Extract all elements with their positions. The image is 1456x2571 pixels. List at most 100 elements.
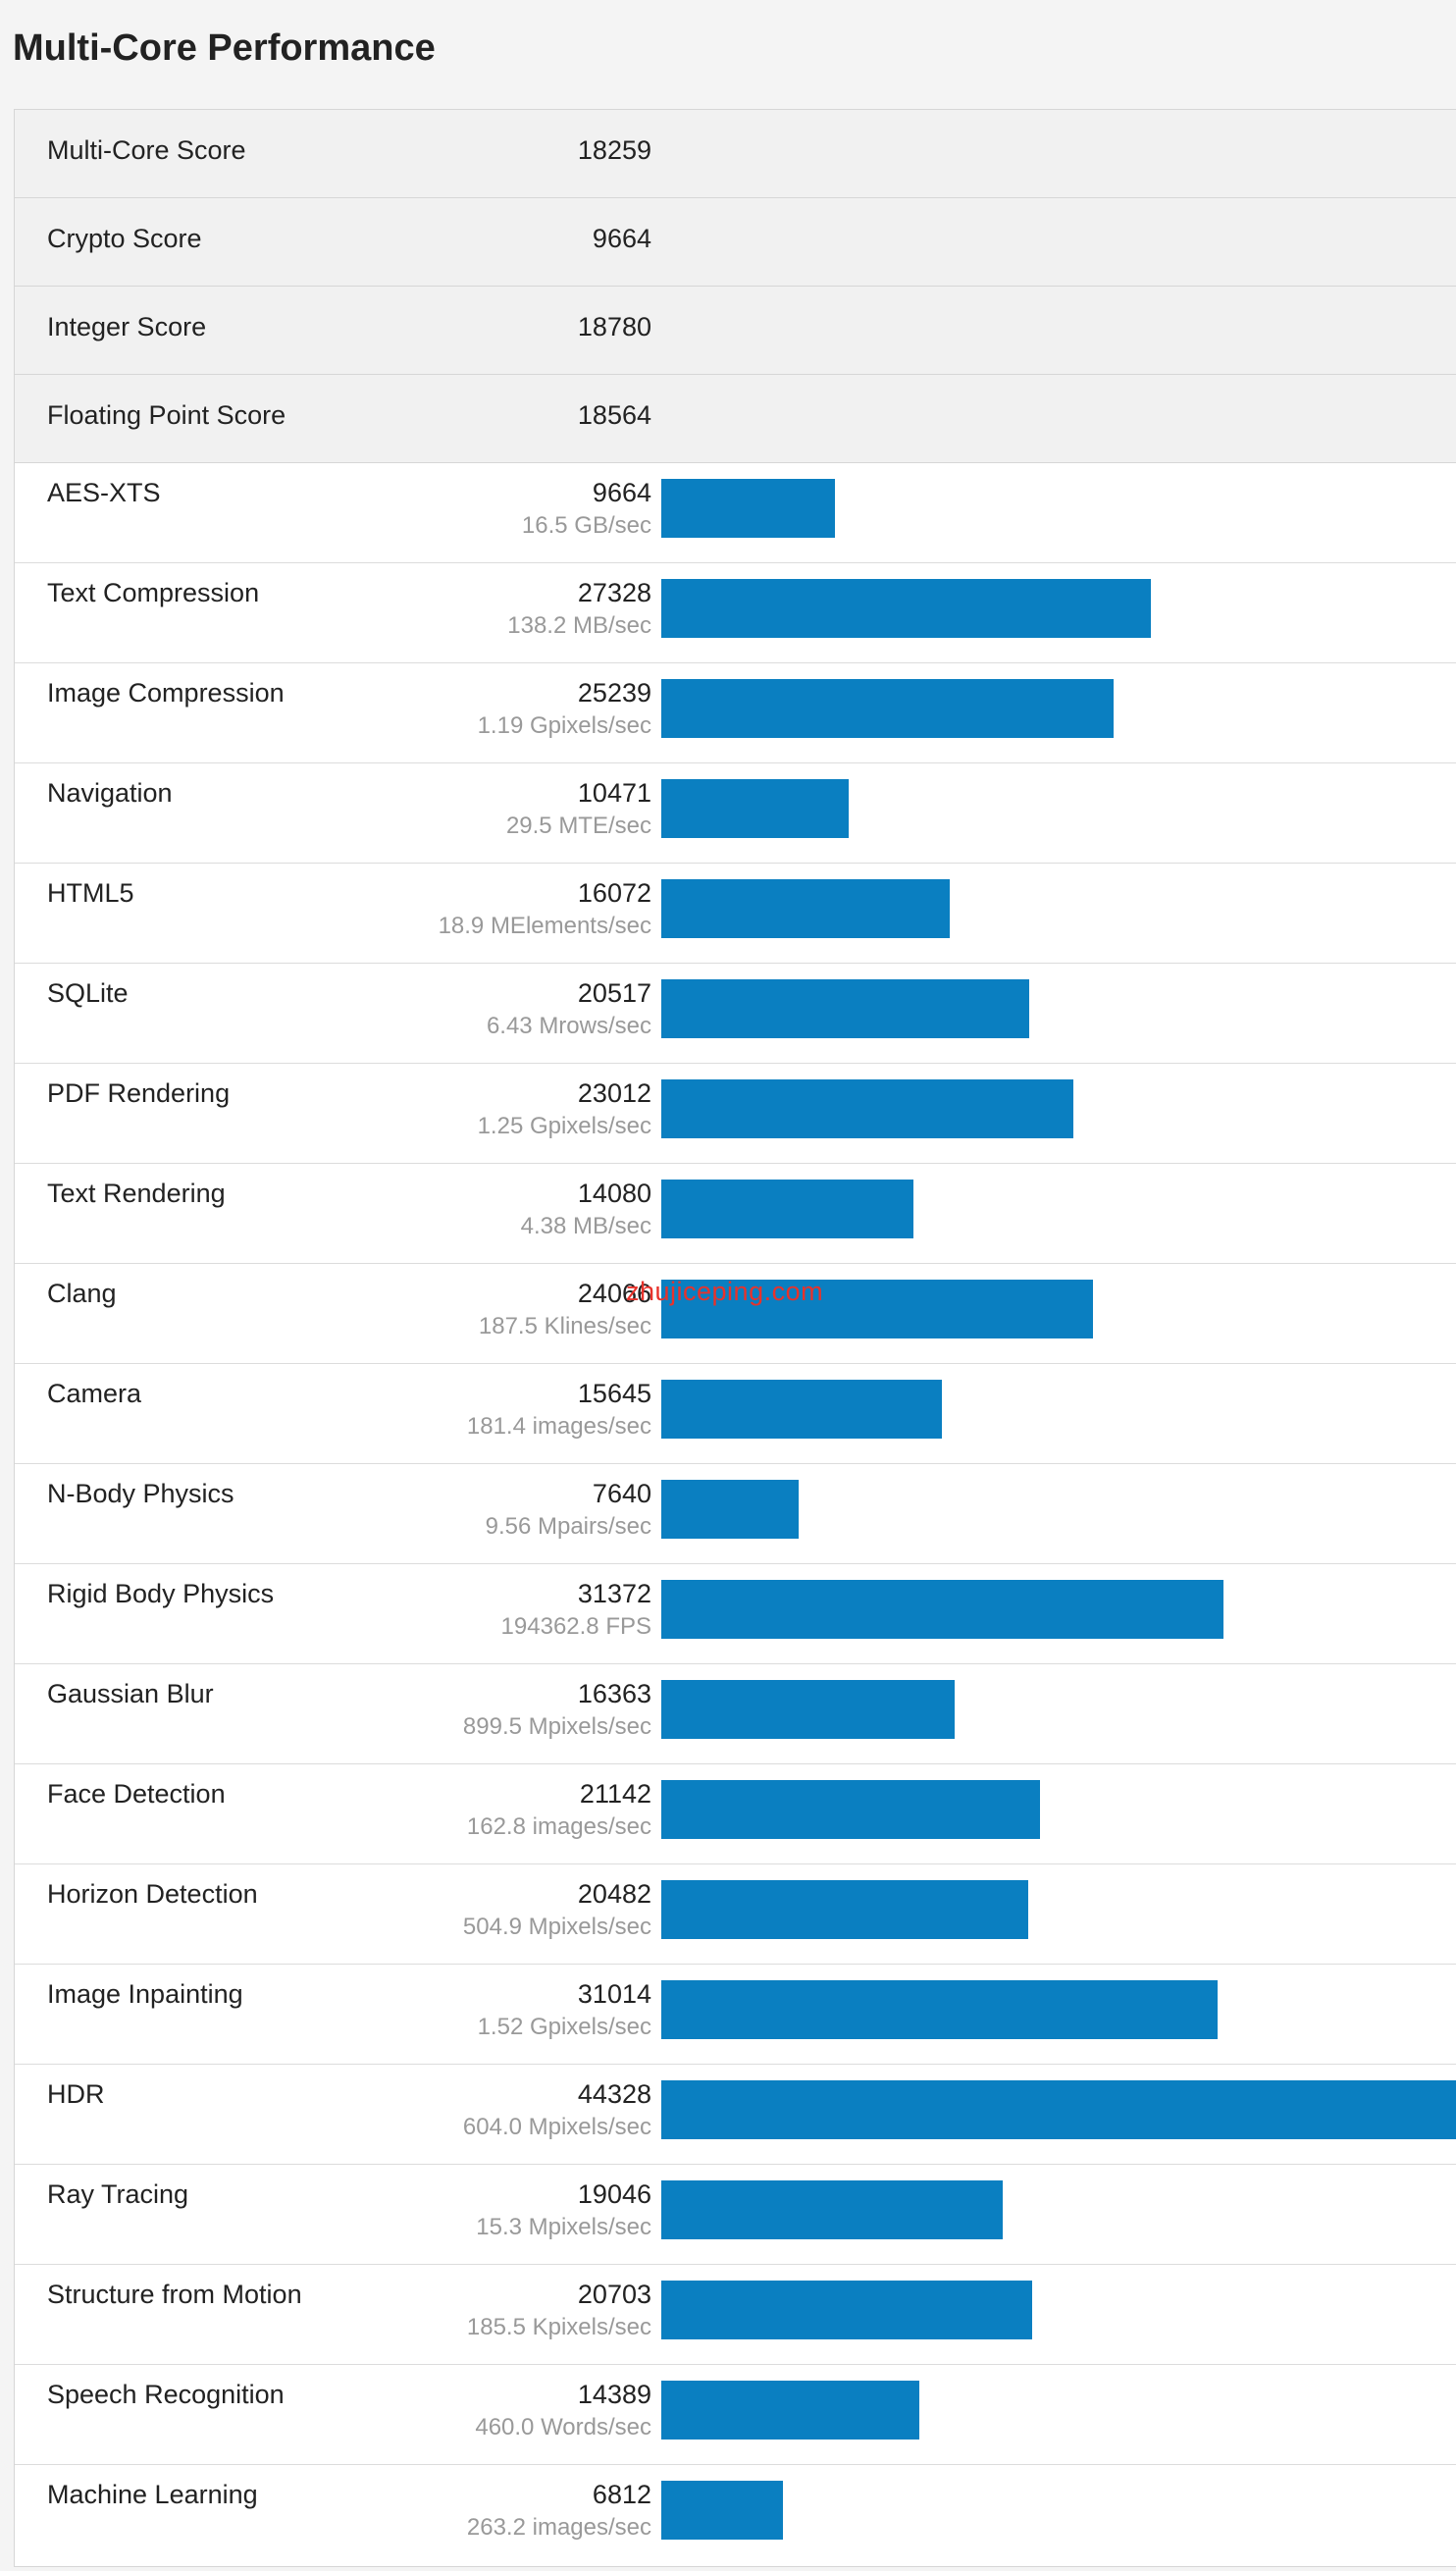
benchmark-name: Machine Learning: [47, 2480, 258, 2509]
benchmark-row: HDR 44328 604.0 Mpixels/sec: [15, 2065, 1456, 2165]
benchmark-bar-track: [661, 1380, 1456, 1439]
summary-score: 18780: [577, 312, 651, 341]
benchmark-score: 20703: [577, 2280, 651, 2309]
benchmark-name: HDR: [47, 2079, 105, 2109]
benchmark-row: N-Body Physics 7640 9.56 Mpairs/sec: [15, 1464, 1456, 1564]
benchmark-name: Camera: [47, 1379, 142, 1408]
benchmark-row: Text Rendering 14080 4.38 MB/sec: [15, 1164, 1456, 1264]
benchmark-score: 14080: [577, 1179, 651, 1208]
benchmark-name: SQLite: [47, 978, 129, 1008]
benchmark-section: AES-XTS 9664 16.5 GB/sec Text Compressio…: [15, 463, 1456, 2565]
benchmark-rate: 138.2 MB/sec: [507, 612, 651, 639]
benchmark-name: Text Rendering: [47, 1179, 226, 1208]
benchmark-score: 44328: [577, 2079, 651, 2109]
benchmark-row: Clang 24066 187.5 Klines/sec: [15, 1264, 1456, 1364]
benchmark-bar-track: [661, 1480, 1456, 1539]
benchmark-score: 24066: [577, 1279, 651, 1308]
summary-score: 9664: [592, 224, 651, 253]
benchmark-rate: 460.0 Words/sec: [475, 2414, 651, 2440]
benchmark-bar: [661, 1580, 1223, 1639]
benchmark-row: Gaussian Blur 16363 899.5 Mpixels/sec: [15, 1664, 1456, 1764]
benchmark-rate: 29.5 MTE/sec: [505, 813, 651, 839]
benchmark-name: Image Inpainting: [47, 1979, 243, 2009]
benchmark-name: Structure from Motion: [47, 2280, 302, 2309]
benchmark-bar-track: [661, 1079, 1456, 1138]
benchmark-rate: 4.38 MB/sec: [520, 1213, 651, 1239]
benchmark-rate: 162.8 images/sec: [466, 1813, 651, 1840]
benchmark-name: HTML5: [47, 878, 134, 908]
benchmark-bar-track: [661, 1980, 1456, 2039]
benchmark-rate: 1.19 Gpixels/sec: [477, 712, 651, 739]
benchmark-score: 9664: [592, 478, 651, 507]
benchmark-name: Horizon Detection: [47, 1879, 258, 1909]
benchmark-name: Text Compression: [47, 578, 260, 607]
summary-row: Floating Point Score 18564: [15, 375, 1456, 463]
benchmark-bar-track: [661, 979, 1456, 1038]
benchmark-name: Speech Recognition: [47, 2380, 285, 2409]
benchmark-bar-track: [661, 2381, 1456, 2440]
benchmark-rate: 194362.8 FPS: [500, 1613, 651, 1640]
benchmark-rate: 504.9 Mpixels/sec: [462, 1914, 651, 1940]
benchmark-row: Machine Learning 6812 263.2 images/sec: [15, 2465, 1456, 2565]
benchmark-score: 14389: [577, 2380, 651, 2409]
benchmark-name: PDF Rendering: [47, 1078, 231, 1108]
benchmark-bar: [661, 779, 849, 838]
benchmark-row: Rigid Body Physics 31372 194362.8 FPS: [15, 1564, 1456, 1664]
benchmark-rate: 185.5 Kpixels/sec: [466, 2314, 651, 2340]
benchmark-row: SQLite 20517 6.43 Mrows/sec: [15, 964, 1456, 1064]
benchmark-bar-track: [661, 679, 1456, 738]
benchmark-bar-track: [661, 1280, 1456, 1338]
benchmark-bar: [661, 679, 1114, 738]
benchmark-bar: [661, 1880, 1028, 1939]
benchmark-row: Image Inpainting 31014 1.52 Gpixels/sec: [15, 1965, 1456, 2065]
benchmark-score: 10471: [577, 778, 651, 808]
summary-score: 18564: [577, 400, 651, 430]
benchmark-score: 21142: [579, 1779, 651, 1809]
benchmark-score: 31372: [577, 1579, 651, 1608]
benchmark-score: 31014: [577, 1979, 651, 2009]
benchmark-rate: 6.43 Mrows/sec: [486, 1013, 651, 1039]
benchmark-row: Speech Recognition 14389 460.0 Words/sec: [15, 2365, 1456, 2465]
benchmark-bar-track: [661, 2281, 1456, 2339]
benchmark-name: N-Body Physics: [47, 1479, 234, 1508]
benchmark-score: 16363: [577, 1679, 651, 1708]
benchmark-rate: 187.5 Klines/sec: [478, 1313, 651, 1339]
benchmark-rate: 899.5 Mpixels/sec: [462, 1713, 651, 1740]
benchmark-bar-track: [661, 1780, 1456, 1839]
benchmark-name: AES-XTS: [47, 478, 161, 507]
benchmark-bar: [661, 2080, 1456, 2139]
benchmark-row: Ray Tracing 19046 15.3 Mpixels/sec: [15, 2165, 1456, 2265]
summary-row: Multi-Core Score 18259: [15, 110, 1456, 198]
benchmark-row: Camera 15645 181.4 images/sec: [15, 1364, 1456, 1464]
benchmark-score: 19046: [577, 2179, 651, 2209]
summary-name: Integer Score: [47, 312, 207, 341]
benchmark-rate: 9.56 Mpairs/sec: [485, 1513, 651, 1540]
benchmark-score: 20482: [577, 1879, 651, 1909]
benchmark-rate: 16.5 GB/sec: [521, 512, 651, 539]
benchmark-bar-track: [661, 2481, 1456, 2540]
benchmark-name: Clang: [47, 1279, 117, 1308]
benchmark-row: PDF Rendering 23012 1.25 Gpixels/sec: [15, 1064, 1456, 1164]
benchmark-bar: [661, 579, 1151, 638]
benchmark-row: Horizon Detection 20482 504.9 Mpixels/se…: [15, 1864, 1456, 1965]
benchmark-score: 7640: [592, 1479, 651, 1508]
benchmark-rate: 263.2 images/sec: [466, 2514, 651, 2541]
benchmark-score: 25239: [577, 678, 651, 708]
benchmark-name: Ray Tracing: [47, 2179, 189, 2209]
benchmark-row: AES-XTS 9664 16.5 GB/sec: [15, 463, 1456, 563]
benchmark-name: Rigid Body Physics: [47, 1579, 275, 1608]
benchmark-row: Face Detection 21142 162.8 images/sec: [15, 1764, 1456, 1864]
benchmark-name: Navigation: [47, 778, 173, 808]
benchmark-rate: 18.9 MElements/sec: [438, 913, 651, 939]
benchmark-row: Navigation 10471 29.5 MTE/sec: [15, 763, 1456, 864]
benchmark-bar-track: [661, 879, 1456, 938]
benchmark-rate: 604.0 Mpixels/sec: [462, 2114, 651, 2140]
benchmark-bar: [661, 2481, 783, 2540]
summary-row: Crypto Score 9664: [15, 198, 1456, 287]
benchmark-rate: 181.4 images/sec: [466, 1413, 651, 1440]
results-table: Multi-Core Score 18259 Crypto Score 9664…: [14, 109, 1456, 2567]
summary-score: 18259: [577, 135, 651, 165]
summary-name: Floating Point Score: [47, 400, 286, 430]
benchmark-row: HTML5 16072 18.9 MElements/sec: [15, 864, 1456, 964]
benchmark-name: Gaussian Blur: [47, 1679, 214, 1708]
